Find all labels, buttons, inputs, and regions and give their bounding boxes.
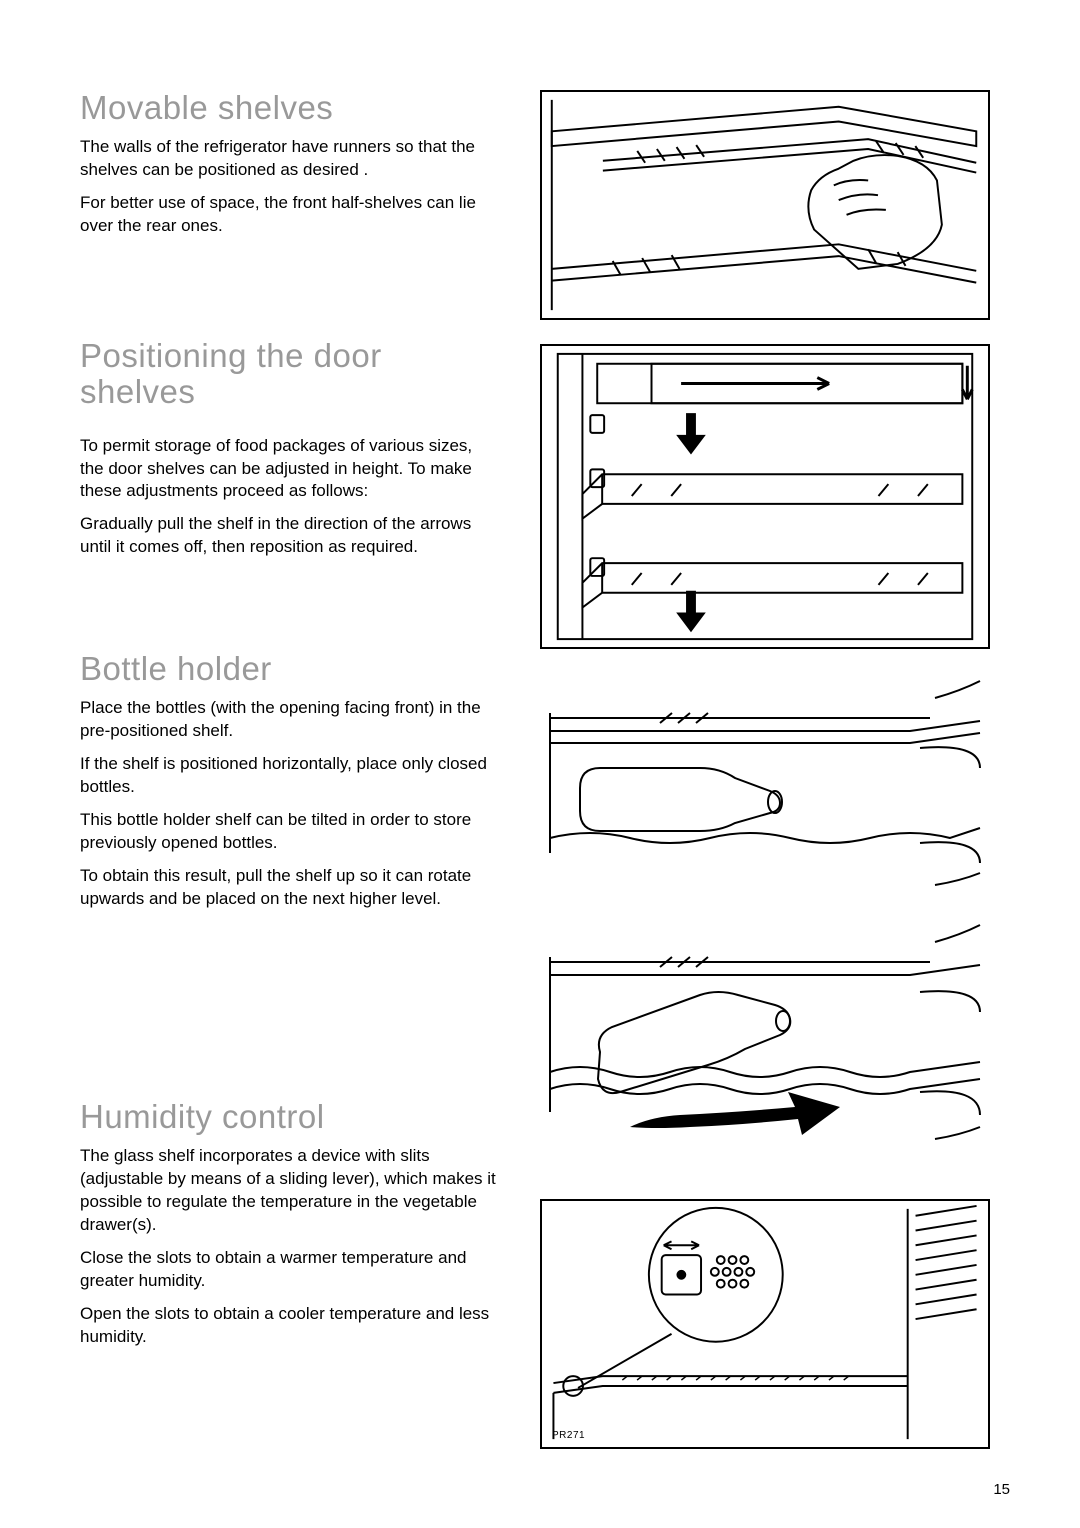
heading-movable: Movable shelves <box>80 90 500 126</box>
heading-humidity: Humidity control <box>80 1099 500 1135</box>
figure-bottle-horizontal <box>540 673 990 893</box>
figure-movable-shelves <box>540 90 990 320</box>
section-movable-shelves: Movable shelves The walls of the refrige… <box>80 90 500 300</box>
para: The walls of the refrigerator have runne… <box>80 136 500 182</box>
para: For better use of space, the front half-… <box>80 192 500 238</box>
manual-page: Movable shelves The walls of the refrige… <box>0 0 1080 1528</box>
two-column-layout: Movable shelves The walls of the refrige… <box>80 90 1010 1449</box>
para: Close the slots to obtain a warmer tempe… <box>80 1247 500 1293</box>
figure-bottle-tilted <box>540 917 990 1147</box>
para: To obtain this result, pull the shelf up… <box>80 865 500 911</box>
heading-door: Positioning the door shelves <box>80 338 500 411</box>
figure-label: PR271 <box>552 1430 585 1441</box>
figure-door-shelves <box>540 344 990 649</box>
heading-bottle: Bottle holder <box>80 651 500 687</box>
para: Gradually pull the shelf in the directio… <box>80 513 500 559</box>
text-column: Movable shelves The walls of the refrige… <box>80 90 500 1449</box>
para: Open the slots to obtain a cooler temper… <box>80 1303 500 1349</box>
section-door-shelves: Positioning the door shelves To permit s… <box>80 338 500 613</box>
section-bottle-holder: Bottle holder Place the bottles (with th… <box>80 651 500 1061</box>
section-humidity: Humidity control The glass shelf incorpo… <box>80 1099 500 1349</box>
page-number: 15 <box>993 1481 1010 1498</box>
para: To permit storage of food packages of va… <box>80 435 500 504</box>
para: Place the bottles (with the opening faci… <box>80 697 500 743</box>
figure-column: PR271 <box>540 90 990 1449</box>
para: This bottle holder shelf can be tilted i… <box>80 809 500 855</box>
figure-humidity-control: PR271 <box>540 1199 990 1449</box>
para: If the shelf is positioned horizontally,… <box>80 753 500 799</box>
para: The glass shelf incorporates a device wi… <box>80 1145 500 1237</box>
